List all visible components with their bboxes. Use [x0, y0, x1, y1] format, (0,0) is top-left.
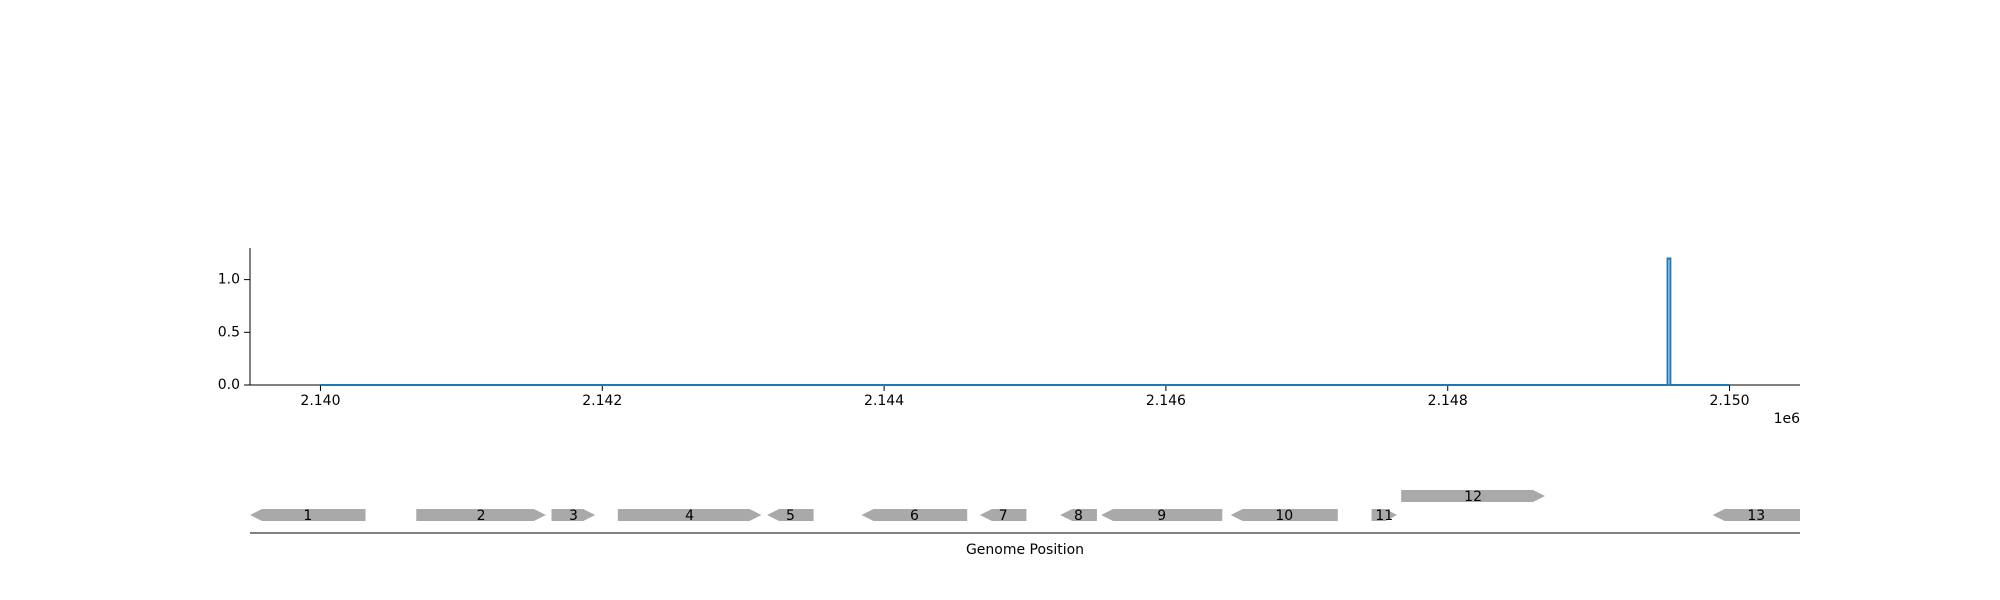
gene-arrow: [767, 509, 814, 521]
y-tick-label: 0.5: [218, 324, 240, 340]
gene-arrow: [861, 509, 968, 521]
x-tick-label: 2.144: [864, 393, 904, 409]
gene-arrow: [1230, 509, 1338, 521]
gene-arrow: [979, 509, 1027, 521]
gene-arrow: [1712, 509, 1800, 521]
x-tick-label: 2.146: [1146, 393, 1186, 409]
gene-label: 5: [786, 508, 795, 524]
gene-label: 7: [999, 508, 1008, 524]
x-tick-label: 2.140: [300, 393, 340, 409]
gene-axis-title: Genome Position: [966, 542, 1084, 558]
y-ticks: 0.0 0.5 1.0: [218, 272, 250, 393]
gene-arrow: [1101, 509, 1223, 521]
y-tick-label: 0.0: [218, 377, 240, 393]
gene-label: 6: [910, 508, 919, 524]
gene-arrow: [1060, 509, 1097, 521]
x-tick-label: 2.142: [582, 393, 622, 409]
gene-label: 8: [1074, 508, 1083, 524]
gene-label: 11: [1375, 508, 1393, 524]
gene-arrow: [1401, 490, 1545, 502]
coverage-plot: 0.0 0.5 1.0 2.140 2.142 2.144 2.146 2.148 2.150…: [218, 248, 1800, 427]
coverage-line: [320, 257, 1730, 386]
gene-label: 2: [477, 508, 486, 524]
gene-label: 9: [1157, 508, 1166, 524]
gene-label: 10: [1275, 508, 1293, 524]
x-tick-label: 2.150: [1709, 393, 1749, 409]
x-ticks: 2.140 2.142 2.144 2.146 2.148 2.150: [300, 385, 1750, 409]
gene-arrow: [250, 509, 366, 521]
gene-label: 3: [569, 508, 578, 524]
gene-arrow: [551, 509, 596, 521]
gene-arrow: [1371, 509, 1397, 521]
gene-arrow: [617, 509, 762, 521]
gene-label: 12: [1464, 489, 1482, 505]
gene-label: 13: [1747, 508, 1765, 524]
gene-arrow: [416, 509, 546, 521]
gene-label: 4: [685, 508, 694, 524]
x-tick-label: 2.148: [1428, 393, 1468, 409]
x-offset-label: 1e6: [1774, 411, 1801, 427]
y-tick-label: 1.0: [218, 272, 240, 288]
gene-label: 1: [303, 508, 312, 524]
